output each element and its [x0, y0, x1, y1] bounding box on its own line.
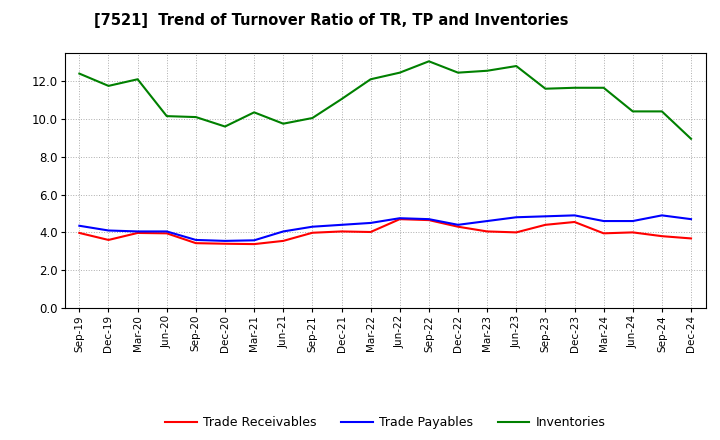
Inventories	[483, 68, 492, 73]
Trade Payables	[308, 224, 317, 229]
Trade Payables	[454, 222, 462, 227]
Inventories	[75, 71, 84, 76]
Trade Payables	[541, 214, 550, 219]
Inventories	[541, 86, 550, 92]
Inventories	[395, 70, 404, 75]
Trade Payables	[366, 220, 375, 226]
Trade Receivables	[541, 222, 550, 227]
Inventories	[629, 109, 637, 114]
Trade Receivables	[75, 230, 84, 235]
Inventories	[279, 121, 287, 126]
Line: Inventories: Inventories	[79, 61, 691, 139]
Trade Payables	[629, 218, 637, 224]
Inventories	[599, 85, 608, 90]
Trade Receivables	[163, 231, 171, 236]
Trade Payables	[133, 229, 142, 234]
Trade Receivables	[483, 229, 492, 234]
Trade Receivables	[629, 230, 637, 235]
Trade Payables	[337, 222, 346, 227]
Inventories	[512, 63, 521, 69]
Trade Payables	[279, 229, 287, 234]
Inventories	[657, 109, 666, 114]
Inventories	[337, 96, 346, 102]
Trade Receivables	[220, 241, 229, 246]
Trade Payables	[599, 218, 608, 224]
Trade Receivables	[337, 229, 346, 234]
Trade Payables	[395, 216, 404, 221]
Trade Payables	[483, 218, 492, 224]
Inventories	[220, 124, 229, 129]
Trade Receivables	[366, 229, 375, 235]
Trade Receivables	[599, 231, 608, 236]
Trade Receivables	[192, 241, 200, 246]
Trade Payables	[75, 223, 84, 228]
Line: Trade Receivables: Trade Receivables	[79, 219, 691, 244]
Inventories	[425, 59, 433, 64]
Inventories	[308, 115, 317, 121]
Trade Receivables	[454, 224, 462, 229]
Trade Receivables	[570, 220, 579, 225]
Inventories	[687, 136, 696, 141]
Trade Receivables	[308, 230, 317, 235]
Trade Receivables	[425, 217, 433, 223]
Trade Receivables	[133, 230, 142, 235]
Inventories	[570, 85, 579, 90]
Trade Payables	[192, 237, 200, 242]
Trade Receivables	[250, 242, 258, 247]
Inventories	[454, 70, 462, 75]
Trade Receivables	[687, 236, 696, 241]
Trade Receivables	[279, 238, 287, 243]
Trade Receivables	[395, 216, 404, 222]
Trade Receivables	[657, 234, 666, 239]
Text: [7521]  Trend of Turnover Ratio of TR, TP and Inventories: [7521] Trend of Turnover Ratio of TR, TP…	[94, 13, 568, 28]
Trade Payables	[163, 229, 171, 234]
Trade Payables	[425, 216, 433, 222]
Trade Receivables	[512, 230, 521, 235]
Trade Receivables	[104, 237, 113, 242]
Trade Payables	[512, 215, 521, 220]
Inventories	[366, 77, 375, 82]
Inventories	[250, 110, 258, 115]
Trade Payables	[687, 216, 696, 222]
Trade Payables	[220, 238, 229, 243]
Inventories	[192, 114, 200, 120]
Inventories	[104, 83, 113, 88]
Trade Payables	[104, 228, 113, 233]
Inventories	[163, 114, 171, 119]
Legend: Trade Receivables, Trade Payables, Inventories: Trade Receivables, Trade Payables, Inven…	[161, 411, 610, 434]
Line: Trade Payables: Trade Payables	[79, 215, 691, 241]
Trade Payables	[250, 238, 258, 243]
Trade Payables	[570, 213, 579, 218]
Trade Payables	[657, 213, 666, 218]
Inventories	[133, 77, 142, 82]
